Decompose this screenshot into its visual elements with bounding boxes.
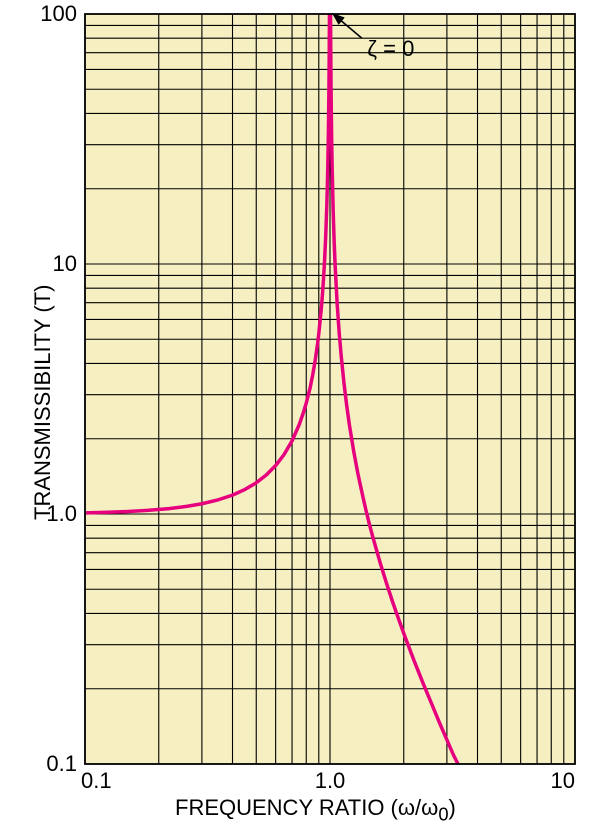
chart-svg: 0.11.0100.11.010100ζ = 0 bbox=[0, 0, 600, 827]
x-tick-label: 1.0 bbox=[315, 768, 346, 793]
transmissibility-chart: 0.11.0100.11.010100ζ = 0 TRANSMISSIBILIT… bbox=[0, 0, 600, 827]
y-axis-label: TRANSMISSIBILITY (T) bbox=[30, 284, 56, 520]
x-label-omega: ω/ω bbox=[398, 795, 438, 820]
x-label-suffix: ) bbox=[449, 795, 456, 820]
y-tick-label: 0.1 bbox=[46, 751, 77, 776]
x-axis-label: FREQUENCY RATIO (ω/ω0) bbox=[175, 795, 456, 825]
x-tick-label: 10 bbox=[551, 768, 575, 793]
annotation-zeta: ζ = 0 bbox=[367, 36, 414, 61]
y-tick-label: 10 bbox=[53, 251, 77, 276]
y-tick-label: 100 bbox=[40, 1, 77, 26]
x-tick-label: 0.1 bbox=[81, 768, 112, 793]
x-label-sub: 0 bbox=[438, 803, 448, 824]
x-label-prefix: FREQUENCY RATIO ( bbox=[175, 795, 398, 820]
